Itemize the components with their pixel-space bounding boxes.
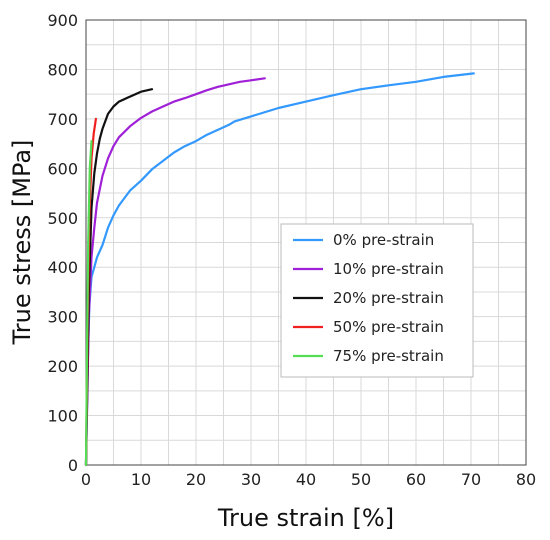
legend-label-1: 10% pre-strain xyxy=(333,260,444,278)
y-tick-label: 100 xyxy=(47,407,78,426)
series-line-4 xyxy=(84,140,93,467)
series-group xyxy=(84,72,475,467)
y-tick-label: 400 xyxy=(47,258,78,277)
legend-box xyxy=(280,223,474,378)
x-axis-title: True strain [%] xyxy=(217,504,394,532)
x-tick-label: 50 xyxy=(351,470,371,489)
x-tick-label: 60 xyxy=(406,470,426,489)
legend-label-2: 20% pre-strain xyxy=(333,289,444,307)
x-tick-label: 10 xyxy=(131,470,151,489)
y-tick-label: 900 xyxy=(47,11,78,30)
y-tick-label: 500 xyxy=(47,209,78,228)
x-tick-label: 30 xyxy=(241,470,261,489)
series-line-2 xyxy=(84,88,154,467)
legend: 0% pre-strain 10% pre-strain 20% pre-strai… xyxy=(280,223,474,378)
x-tick-label: 40 xyxy=(296,470,316,489)
y-tick-label: 300 xyxy=(47,308,78,327)
x-tick-label: 20 xyxy=(186,470,206,489)
legend-label-4: 75% pre-strain xyxy=(333,347,444,365)
plot-frame xyxy=(85,19,527,466)
y-tick-label: 800 xyxy=(47,60,78,79)
legend-label-3: 50% pre-strain xyxy=(333,318,444,336)
y-axis-title: True stress [MPa] xyxy=(8,140,36,346)
y-tick-label: 200 xyxy=(47,357,78,376)
x-tick-label: 70 xyxy=(461,470,481,489)
y-tick-label: 700 xyxy=(47,110,78,129)
legend-label-0: 0% pre-strain xyxy=(333,231,434,249)
series-line-0 xyxy=(84,72,475,467)
y-tick-label: 0 xyxy=(68,456,78,475)
series-line-1 xyxy=(84,77,266,467)
x-tick-label: 80 xyxy=(516,470,536,489)
y-tick-label: 600 xyxy=(47,159,78,178)
tick-labels: 0 10 20 30 40 50 60 70 8001002003004005006007008… xyxy=(47,11,536,489)
x-tick-label: 0 xyxy=(81,470,91,489)
